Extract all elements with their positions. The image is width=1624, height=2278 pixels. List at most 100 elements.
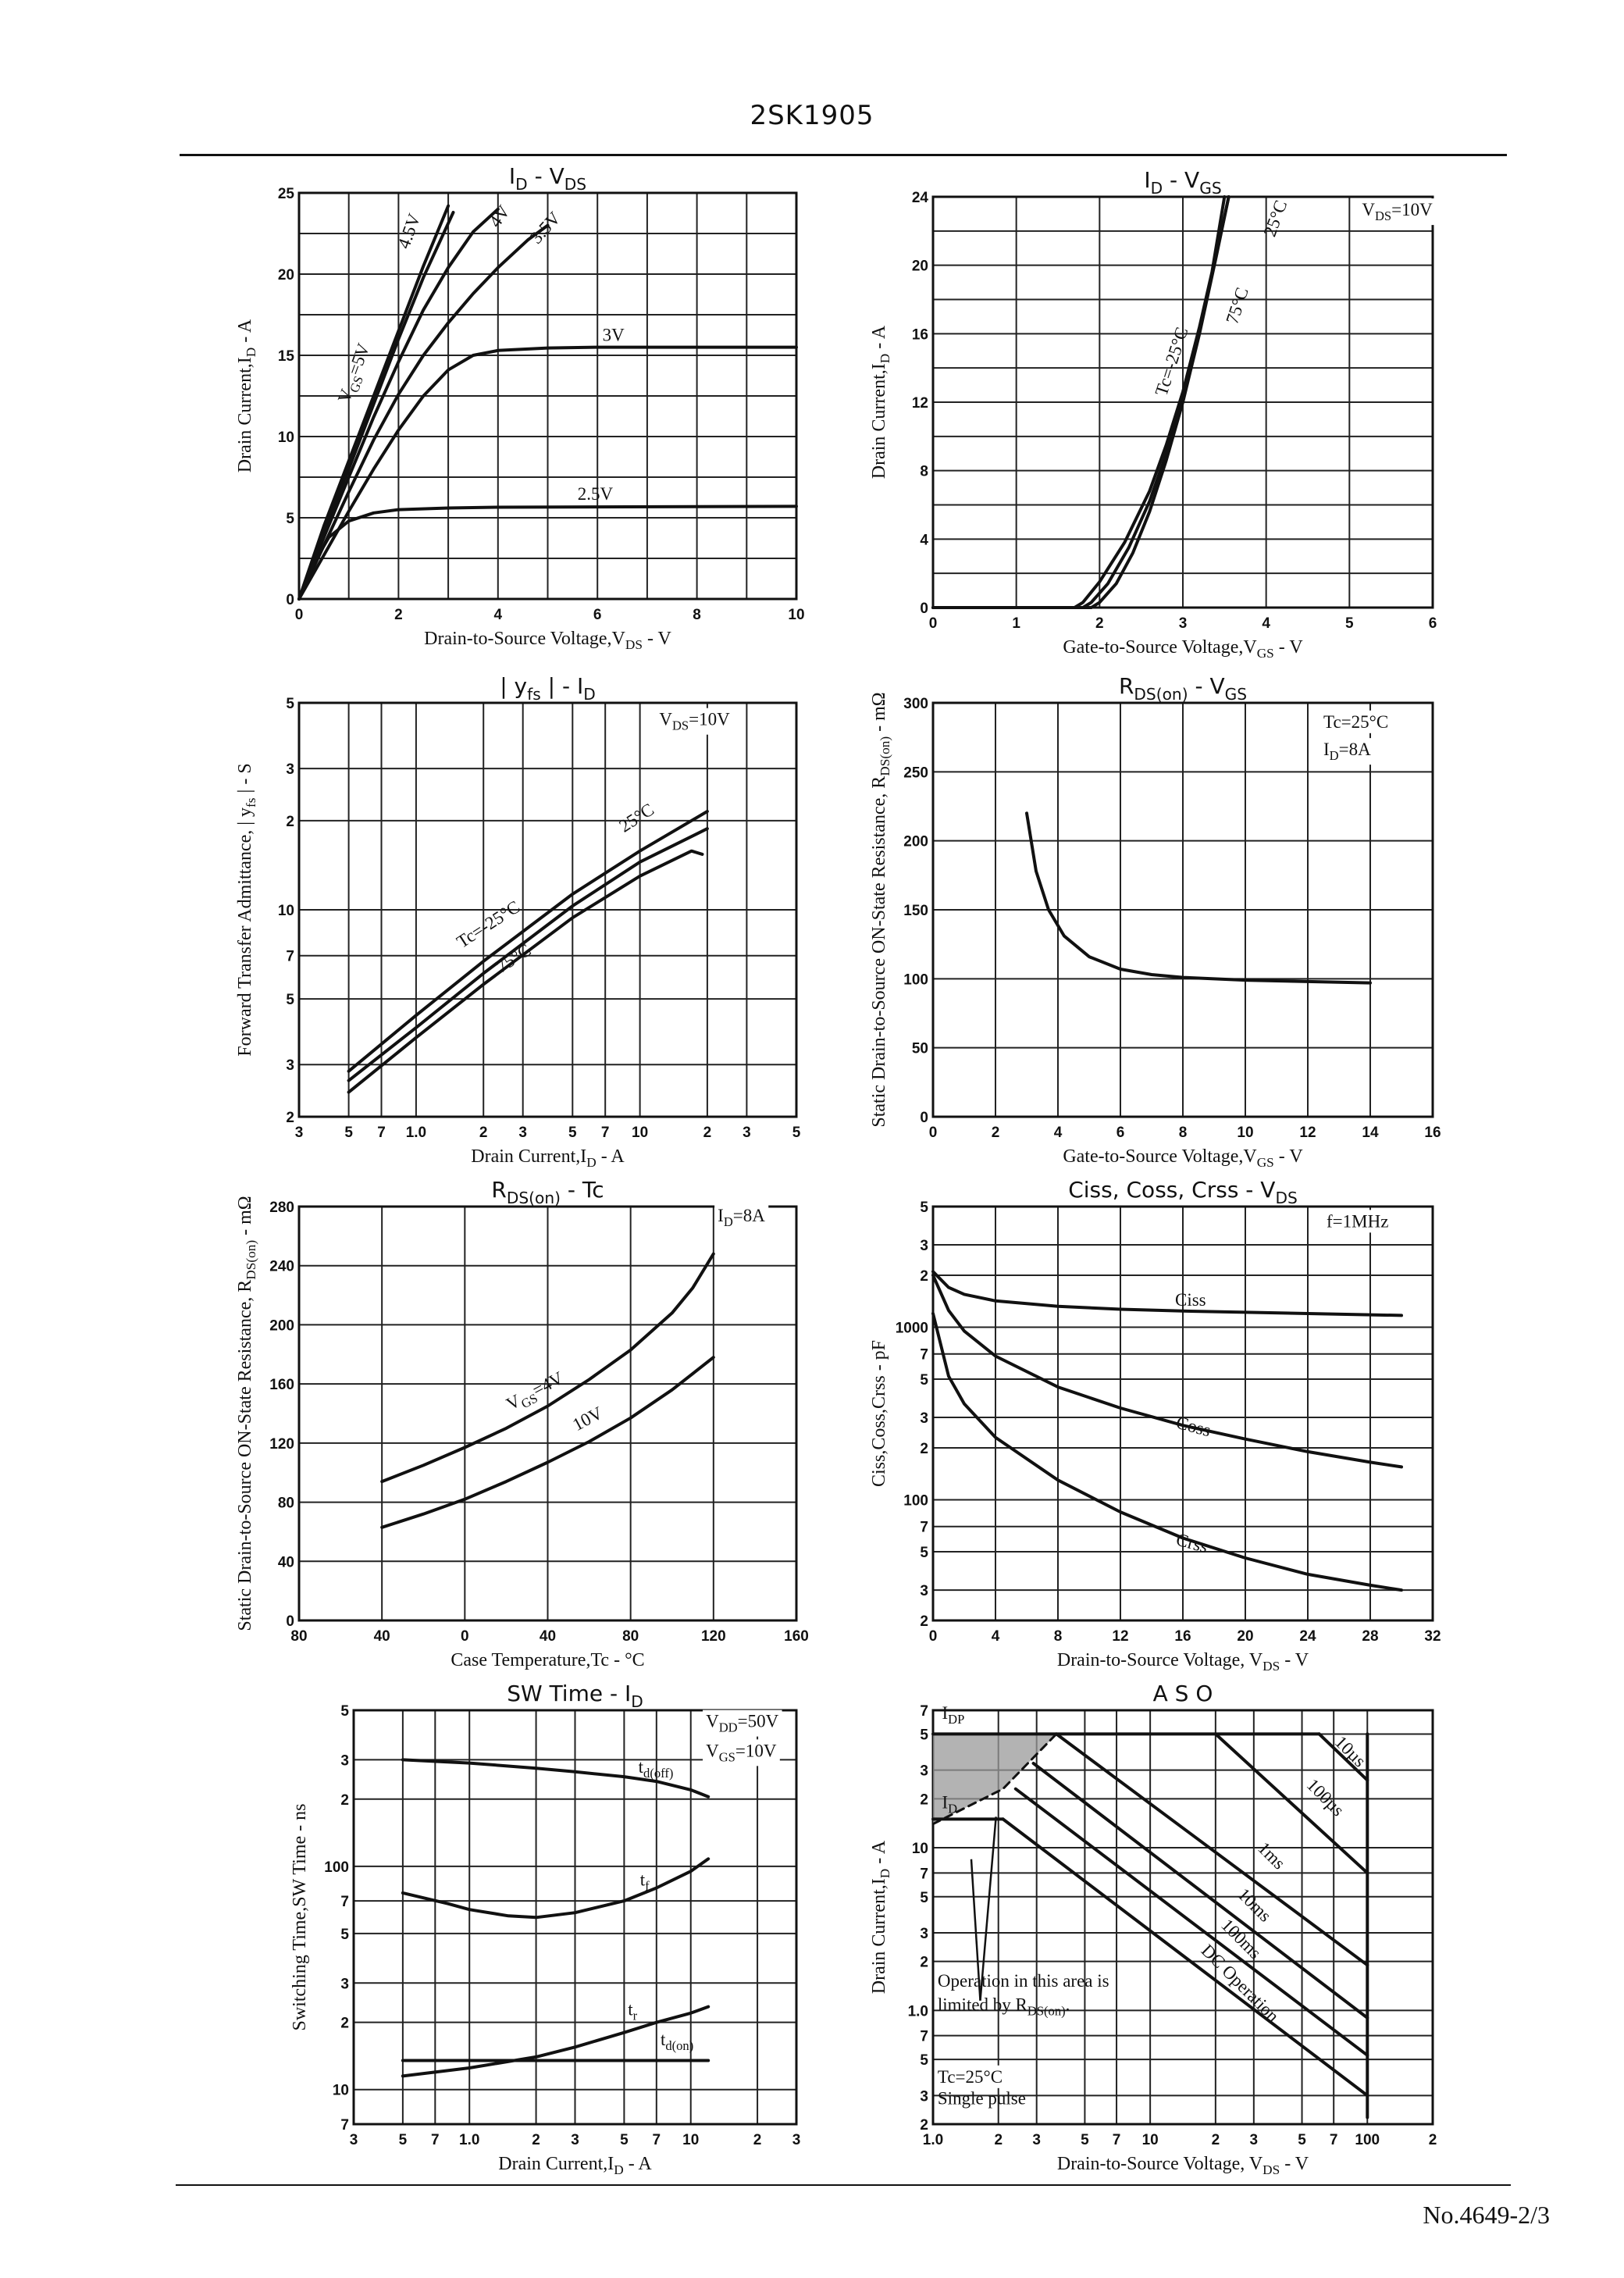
x-tick-label: 1.0 [459,2132,479,2148]
y-tick-label: 10 [278,430,294,446]
curve-label: 10µs [1331,1732,1370,1771]
y-tick-label: 5 [340,1927,349,1943]
y-tick-label: 2 [920,1268,928,1285]
x-tick-label: 4 [1262,615,1270,632]
x-tick-label: 14 [1362,1125,1379,1141]
x-tick-label: 28 [1362,1628,1378,1645]
note-box [935,1980,1175,2025]
x-tick-label: 7 [1113,2132,1121,2148]
curve-label: 2.5V [578,484,614,504]
rds-limited-region [933,1734,1057,1824]
x-axis-label: Gate-to-Source Voltage,VGS​ - V [1063,1146,1303,1170]
curve-label: 75°C [493,940,534,977]
series-ciss [931,1270,1403,1317]
chart-title: ID​ - VDS​ [509,163,586,194]
series-v-gs-4v [380,1252,715,1484]
y-tick-label: 200 [269,1317,294,1334]
series-tc-25-c [347,810,709,1073]
y-tick-label: 100 [324,1859,349,1876]
rds-tc-chart: 80 40 0 40 80 120 160 0 40 80 120 160 200 240 280 RDS(o… [235,1177,809,1670]
annotation-bg [656,708,734,735]
y-tick-label: 2 [340,1792,349,1809]
curve-label: VDD​=50V [706,1712,779,1735]
plot-frame [297,701,798,1118]
y-tick-label: 10 [333,2083,349,2099]
curve-label: Ciss [1175,1290,1206,1310]
x-tick-label: 4 [1054,1125,1063,1141]
header-rule [180,154,1507,156]
y-tick-label: 2 [920,1791,928,1808]
x-tick-label: 3 [518,1125,527,1141]
y-tick-label: 5 [920,1372,928,1389]
y-tick-label: 7 [920,1520,928,1536]
y-axis-label: Drain Current,ID​ - A [869,1840,892,1994]
curve-label: Tc=25°C [938,2067,1003,2087]
y-tick-label: 300 [903,696,928,712]
y-tick-label: 5 [286,992,294,1008]
x-tick-label: 10 [1142,2132,1159,2148]
x-tick-label: 6 [593,607,602,623]
y-tick-label: 3 [920,1583,928,1599]
y-tick-label: 3 [286,1057,294,1074]
x-axis-label: Gate-to-Source Voltage,VGS​ - V [1063,637,1303,661]
curve-label: tr​ [628,2000,637,2023]
plot-frame [352,1709,798,2126]
chart-title: ID​ - VGS​ [1144,167,1221,198]
series-4-5v [297,211,455,601]
x-tick-label: 0 [929,1125,938,1141]
curve-label: td(on)​ [661,2030,693,2053]
annotation-bg [703,1709,782,1737]
x-tick-label: 100 [1355,2132,1380,2148]
y-tick-label: 5 [286,696,294,712]
curve-label: 25°C [615,800,657,836]
x-tick-label: 40 [374,1628,390,1645]
y-tick-label: 3 [920,2088,928,2105]
y-tick-label: 200 [903,834,928,850]
x-axis-label: Case Temperature,Tc - °C [451,1650,644,1670]
page-footer: No.4649-2/3 [1423,2201,1550,2229]
series-10-s [1317,1732,1369,1782]
curve-label: ID​=8A [718,1206,765,1229]
annotation-arrow [970,1859,981,2001]
series-r-ds-on-limit [931,1732,1058,1826]
annotation-bg [714,1203,769,1231]
x-tick-label: 7 [1330,2132,1338,2148]
curve-label: 25°C [1260,198,1291,239]
y-tick-label: 7 [340,2117,349,2134]
x-tick-label: 5 [1298,2132,1306,2148]
x-tick-label: 5 [568,1125,577,1141]
y-tick-label: 5 [920,1545,928,1561]
y-tick-label: 5 [286,511,294,527]
y-tick-label: 120 [269,1436,294,1453]
y-tick-label: 7 [340,1894,349,1910]
y-tick-label: 100 [903,971,928,988]
y-tick-label: 2 [286,814,294,830]
annotation-bg [1323,1210,1392,1233]
plot-frame [297,1205,798,1622]
plot-frame [931,1205,1434,1622]
x-tick-label: 3 [1250,2132,1259,2148]
x-axis-label: Drain-to-Source Voltage, VDS​ - V [1057,1650,1309,1674]
series-75-c [347,849,704,1094]
x-tick-label: 0 [929,1628,938,1645]
y-axis-label: Forward Transfer Admittance, | yfs​ | - … [235,763,258,1056]
y-tick-label: 25 [278,186,295,202]
y-tick-label: 2 [920,1441,928,1457]
y-tick-label: 7 [286,949,294,965]
x-tick-label: 10 [632,1125,648,1141]
y-tick-label: 160 [269,1377,294,1393]
plot-frame [931,701,1434,1118]
y-tick-label: 50 [912,1041,928,1057]
x-tick-label: 16 [1424,1125,1441,1141]
x-tick-label: 120 [701,1628,726,1645]
y-tick-label: 0 [286,592,294,608]
y-tick-label: 5 [920,1727,928,1743]
y-tick-label: 100 [903,1493,928,1510]
x-tick-label: 7 [653,2132,661,2148]
x-tick-label: 5 [399,2132,408,2148]
chart-title: RDS(on)​ - Tc [491,1177,604,1207]
annotation-bg [1359,198,1437,226]
y-tick-label: 7 [920,1703,928,1720]
y-tick-label: 7 [920,1866,928,1882]
